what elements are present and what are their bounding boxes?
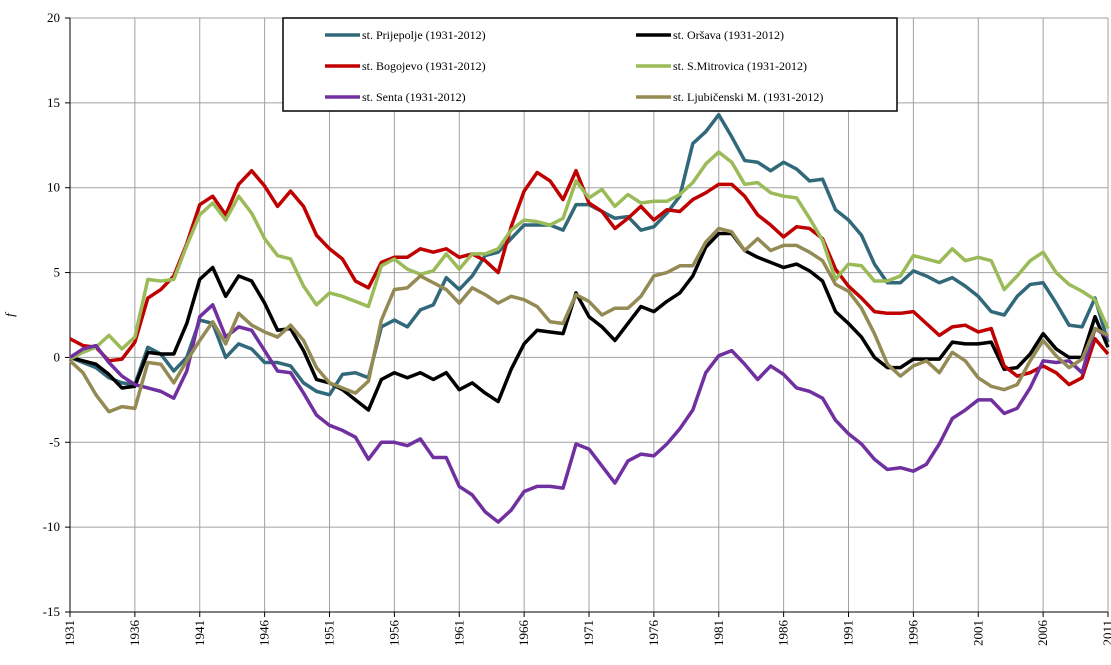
series-line (69, 303, 1109, 524)
x-tick-label: 1946 (257, 620, 272, 647)
x-tick-label: 1956 (386, 620, 401, 647)
y-tick-label: 20 (47, 10, 60, 25)
legend-label: st. Oršava (1931-2012) (673, 28, 784, 42)
y-axis-label: f (2, 311, 17, 317)
x-tick-label: 1931 (62, 620, 77, 646)
x-tick-label: 1986 (776, 620, 791, 647)
legend-label: st. Bogojevo (1931-2012) (362, 59, 486, 73)
x-tick-label: 1981 (711, 620, 726, 646)
y-tick-label: 5 (54, 265, 61, 280)
series-line (68, 226, 1109, 414)
x-tick-label: 2006 (1035, 620, 1050, 647)
series-line (69, 168, 1110, 387)
y-tick-label: 0 (54, 349, 61, 364)
x-tick-label: 1966 (516, 620, 531, 647)
legend-label: st. Ljubičenski M. (1931-2012) (673, 90, 823, 104)
legend-box (282, 17, 898, 112)
x-tick-label: 1996 (905, 620, 920, 647)
x-tick-label: 1936 (127, 620, 142, 647)
x-tick-label: 1961 (451, 620, 466, 646)
y-tick-label: 15 (47, 95, 60, 110)
x-tick-label: 2001 (970, 620, 985, 646)
legend-label: st. Prijepolje (1931-2012) (362, 28, 486, 42)
y-tick-label: 10 (47, 180, 60, 195)
y-tick-label: -15 (43, 604, 60, 619)
series-line (69, 231, 1110, 412)
y-tick-label: -5 (49, 434, 60, 449)
x-tick-label: 1976 (646, 620, 661, 647)
x-tick-label: 1991 (841, 620, 856, 646)
x-tick-label: 1951 (322, 620, 337, 646)
series-line (69, 150, 1110, 361)
legend-label: st. S.Mitrovica (1931-2012) (673, 59, 807, 73)
x-tick-label: 1941 (192, 620, 207, 646)
legend-label: st. Senta (1931-2012) (362, 90, 466, 104)
x-tick-label: 1971 (581, 620, 596, 646)
x-tick-label: 2011 (1100, 620, 1111, 646)
y-tick-label: -10 (43, 519, 60, 534)
